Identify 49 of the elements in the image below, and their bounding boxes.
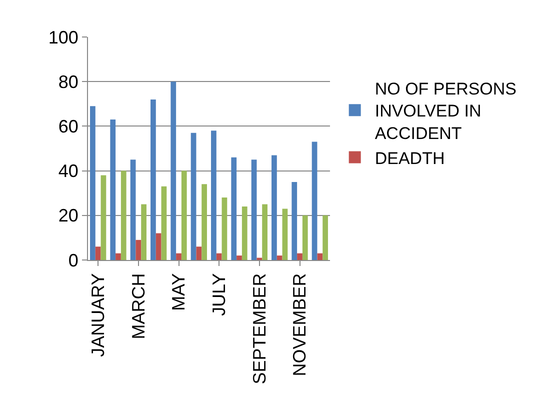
y-tick-label: 20	[58, 206, 78, 226]
bar	[216, 253, 222, 260]
legend-label: DEADTH	[374, 148, 445, 168]
x-tick-label: SEPTEMBER	[249, 273, 270, 384]
y-tick-label: 100	[48, 27, 78, 48]
y-tick-label: 40	[58, 161, 78, 182]
bar	[222, 198, 228, 260]
bar	[130, 160, 136, 260]
bar	[150, 99, 156, 260]
bar	[100, 175, 106, 260]
bar	[110, 120, 116, 260]
bar	[156, 233, 162, 260]
x-tick-label: JULY	[208, 273, 229, 316]
bar	[262, 204, 268, 260]
bar	[317, 253, 323, 260]
bar	[282, 208, 288, 260]
bar	[190, 132, 196, 260]
bar	[170, 82, 176, 260]
x-tick-label: MARCH	[128, 273, 148, 340]
bar	[297, 253, 302, 260]
bar	[120, 170, 126, 260]
bar	[202, 184, 207, 260]
bar	[90, 106, 96, 260]
bar	[161, 186, 167, 260]
bar	[302, 215, 308, 260]
bar	[116, 253, 121, 260]
bar	[211, 130, 216, 260]
bar	[251, 160, 257, 260]
bar	[242, 206, 248, 260]
legend-label: NO OF PERSONS INVOLVED IN ACCIDENT	[374, 80, 517, 143]
bar	[272, 155, 277, 260]
bar	[196, 246, 202, 260]
y-tick-label: 0	[68, 250, 78, 270]
bar	[136, 240, 142, 260]
bar	[236, 256, 242, 260]
x-tick-label: NOVEMBER	[290, 273, 310, 376]
bar	[322, 215, 328, 260]
bar	[292, 182, 298, 260]
x-tick-label: JANUARY	[88, 273, 108, 357]
bar	[181, 170, 187, 260]
y-tick-label: 60	[58, 116, 78, 136]
bar	[95, 246, 101, 260]
y-tick-label: 80	[58, 72, 78, 92]
bar	[231, 157, 237, 260]
bar	[276, 256, 282, 260]
bar	[176, 253, 182, 260]
bar	[312, 142, 318, 260]
x-tick-label: MAY	[168, 273, 189, 311]
bar	[141, 204, 146, 260]
